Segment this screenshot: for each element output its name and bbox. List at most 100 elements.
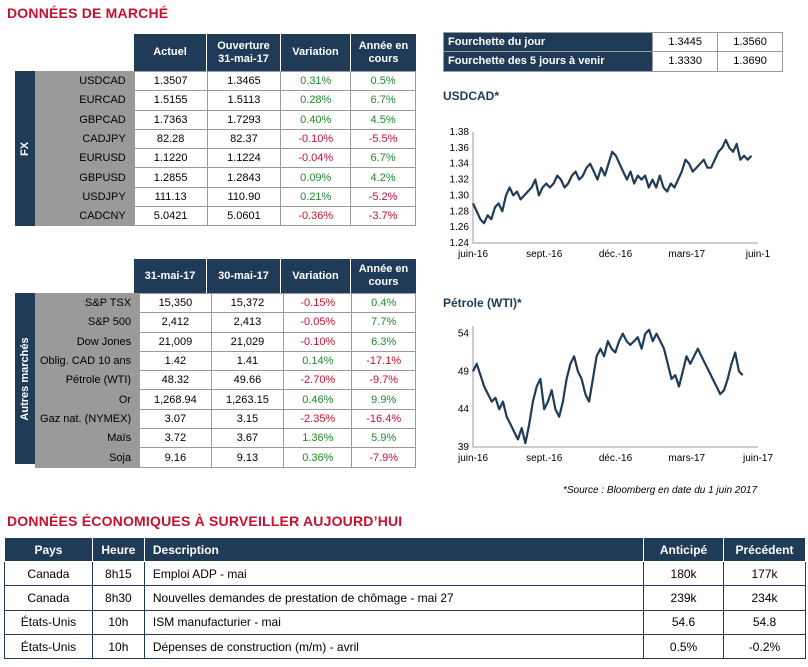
econ-row: Canada 8h15 Emploi ADP - mai 180k 177k <box>4 560 806 587</box>
markets-row: Soja 9.16 9.13 0.36% -7.9% <box>34 447 416 468</box>
fx-side-label: FX <box>15 71 35 226</box>
fx-row: GBPCAD 1.7363 1.7293 0.40% 4.5% <box>35 109 416 130</box>
market-prev-close: 9.13 <box>210 447 285 468</box>
fx-table: USDCAD 1.3507 1.3465 0.31% 0.5% EURCAD 1.5155 1… <box>35 70 416 227</box>
y-tick-label: 49 <box>458 366 470 377</box>
fx-table-header: Actuel Ouverture 31-mai-17 Variation Ann… <box>134 34 416 71</box>
fx-pair: EURCAD <box>35 90 135 111</box>
fx-row: USDJPY 111.13 110.90 0.21% -5.2% <box>35 186 416 208</box>
fx-ouverture: 110.90 <box>206 186 282 208</box>
y-tick-label: 1.24 <box>450 238 470 249</box>
fx-variation: -0.04% <box>280 148 352 169</box>
x-tick-label: juin-17 <box>742 453 773 464</box>
market-name: Maïs <box>34 428 141 449</box>
market-name: Soja <box>34 447 141 468</box>
fx-row: CADCNY 5.0421 5.0601 -0.36% -3.7% <box>35 206 416 227</box>
econ-anticipe: 54.6 <box>643 609 724 635</box>
fx-pair: USDCAD <box>35 70 135 92</box>
econ-heure: 10h <box>91 609 145 635</box>
market-name: Dow Jones <box>34 331 141 352</box>
econ-heure: 8h30 <box>91 585 145 611</box>
markets-row: Pétrole (WTI) 48.32 49.66 -2.70% -9.7% <box>34 370 416 391</box>
econ-description: Nouvelles demandes de prestation de chôm… <box>143 585 645 611</box>
market-variation: -2.70% <box>283 370 353 391</box>
fx-row: EURCAD 1.5155 1.5113 0.28% 6.7% <box>35 90 416 111</box>
markets-row: Or 1,268.94 1,263.15 0.46% 9.9% <box>34 389 416 410</box>
fx-pair: EURUSD <box>35 148 135 169</box>
series-line <box>472 328 744 445</box>
markets-row: Maïs 3.72 3.67 1.36% 5.9% <box>34 428 416 449</box>
econ-pays: Canada <box>4 585 93 611</box>
x-tick-label: juin-16 <box>457 249 488 260</box>
fx-variation: -0.36% <box>280 206 352 227</box>
fx-ytd: 4.2% <box>350 167 416 188</box>
y-tick-label: 1.30 <box>450 190 470 201</box>
fx-row: EURUSD 1.1220 1.1224 -0.04% 6.7% <box>35 148 416 169</box>
econ-table: Pays Heure Description Anticipé Précéden… <box>4 537 806 660</box>
econ-header-pays: Pays <box>4 537 93 562</box>
fx-actuel: 1.3507 <box>133 70 208 92</box>
fx-pair: GBPUSD <box>35 167 135 188</box>
econ-precedent: 177k <box>723 560 806 587</box>
markets-header-date1: 31-mai-17 <box>134 259 207 293</box>
market-variation: -0.05% <box>283 312 353 333</box>
econ-heure: 10h <box>91 633 145 660</box>
market-close: 48.32 <box>139 370 212 391</box>
fx-ytd: 4.5% <box>350 109 416 130</box>
fx-variation: 0.40% <box>280 109 352 130</box>
fx-actuel: 1.1220 <box>133 148 208 169</box>
markets-row: Dow Jones 21,009 21,029 -0.10% 6.3% <box>34 331 416 352</box>
market-prev-close: 1.41 <box>210 350 285 372</box>
usdcad-chart-title: USDCAD* <box>443 89 500 103</box>
fx-pair: CADJPY <box>35 128 135 150</box>
market-ytd: -17.1% <box>351 350 416 372</box>
econ-header-heure: Heure <box>91 537 145 562</box>
y-tick-label: 39 <box>458 442 470 453</box>
market-close: 3.07 <box>139 408 212 430</box>
x-tick-label: juin-16 <box>457 453 488 464</box>
market-name: Gaz nat. (NYMEX) <box>34 408 141 430</box>
market-data-title: DONNÉES DE MARCHÉ <box>7 5 169 21</box>
x-tick-label: déc.-16 <box>599 249 633 260</box>
market-ytd: 5.9% <box>351 428 416 449</box>
fx-variation: 0.09% <box>280 167 352 188</box>
range-row: Fourchette du jour 1.3445 1.3560 <box>442 31 783 53</box>
market-prev-close: 3.15 <box>210 408 285 430</box>
fx-ytd: -5.2% <box>350 186 416 208</box>
econ-anticipe: 239k <box>643 585 724 611</box>
fx-ytd: -3.7% <box>350 206 416 227</box>
markets-side-label: Autres marchés <box>15 293 35 464</box>
fx-row: CADJPY 82.28 82.37 -0.10% -5.5% <box>35 128 416 150</box>
market-name: S&P 500 <box>34 312 141 333</box>
market-variation: 0.36% <box>283 447 353 468</box>
range-high: 1.3560 <box>717 31 783 53</box>
market-close: 1,268.94 <box>139 389 212 410</box>
market-name: Oblig. CAD 10 ans <box>34 350 141 372</box>
x-tick-label: juin-1 <box>745 249 771 260</box>
markets-table-header: 31-mai-17 30-mai-17 Variation Année en c… <box>134 259 416 293</box>
range-low: 1.3330 <box>652 51 719 72</box>
markets-header-ytd: Année en cours <box>358 263 409 288</box>
fx-actuel: 1.2855 <box>133 167 208 188</box>
market-prev-close: 2,413 <box>210 312 285 333</box>
market-prev-close: 15,372 <box>210 292 285 314</box>
econ-header-anticipe: Anticipé <box>643 537 724 562</box>
market-ytd: -16.4% <box>351 408 416 430</box>
market-name: Pétrole (WTI) <box>34 370 141 391</box>
fx-row: GBPUSD 1.2855 1.2843 0.09% 4.2% <box>35 167 416 188</box>
fx-ytd: 0.5% <box>350 70 416 92</box>
market-ytd: 6.3% <box>351 331 416 352</box>
fx-variation: 0.28% <box>280 90 352 111</box>
econ-description: ISM manufacturier - mai <box>143 609 645 635</box>
y-tick-label: 1.26 <box>450 222 470 233</box>
range-label: Fourchette du jour <box>442 31 654 53</box>
markets-header-date2: 30-mai-17 <box>207 259 281 293</box>
fx-actuel: 5.0421 <box>133 206 208 227</box>
fx-pair: GBPCAD <box>35 109 135 130</box>
market-name: Or <box>34 389 141 410</box>
fx-header-ytd: Année en cours <box>358 39 409 65</box>
market-close: 1.42 <box>139 350 212 372</box>
market-ytd: 0.4% <box>351 292 416 314</box>
market-variation: 0.14% <box>283 350 353 372</box>
market-prev-close: 49.66 <box>210 370 285 391</box>
